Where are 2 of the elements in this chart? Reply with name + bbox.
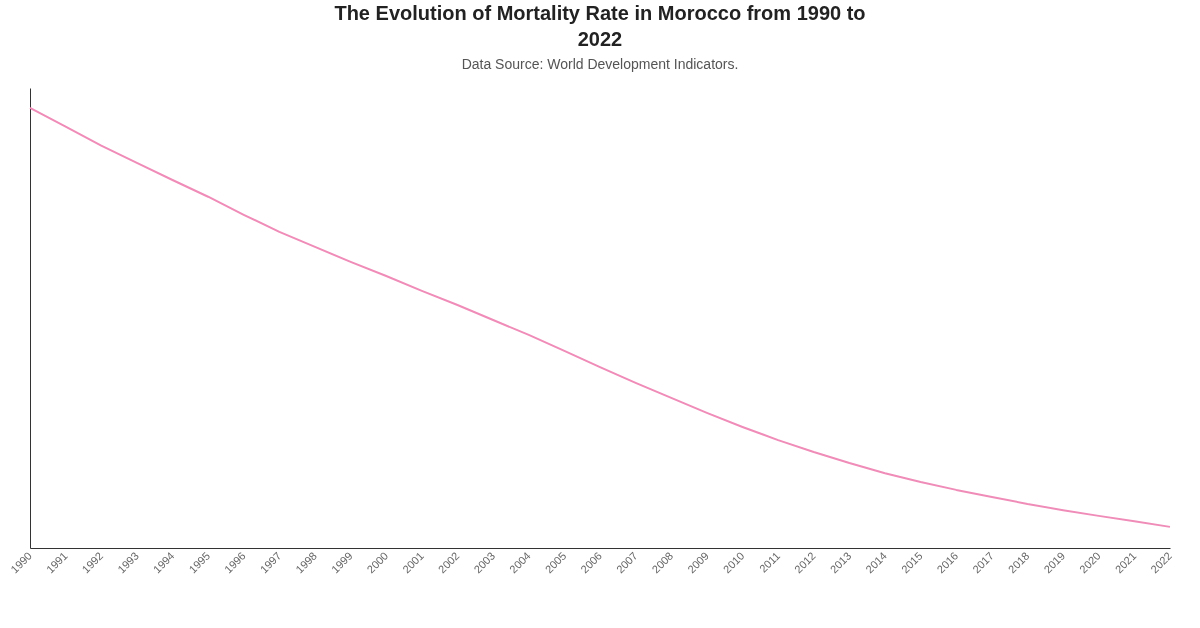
chart-title: The Evolution of Mortality Rate in Morocco from 1990 to 2022 [334,2,866,50]
chart-subtitle: Data Source: World Development Indicators. [461,56,739,72]
